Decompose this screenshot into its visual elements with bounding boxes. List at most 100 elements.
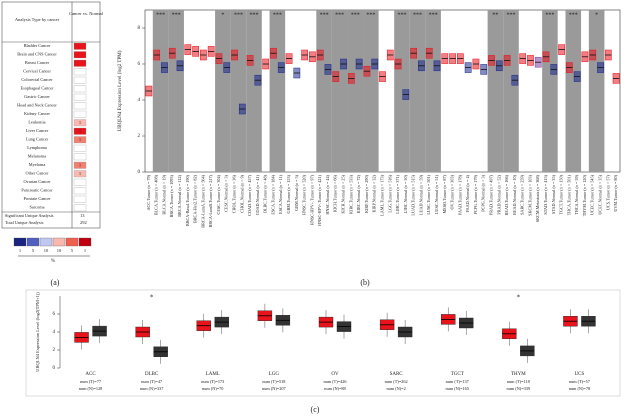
legend-label: 1 [84, 248, 86, 253]
header-cell: Analysis Type by cancer [15, 17, 60, 22]
n-label: num (T)=57 [569, 379, 591, 384]
pair-shade [215, 10, 231, 172]
n-label: num (N)=78 [569, 386, 590, 391]
x-tick-label: PRAD.Tumor (n = 497) [488, 174, 493, 215]
x-tick-label: KIRP.Normal (n = 32) [372, 174, 377, 212]
x-tick-label: BRCA-LumB.Tumor (n = 217) [208, 174, 213, 227]
x-tick-label: LAML [206, 372, 220, 377]
cell [73, 187, 87, 195]
row-label: Gastric Cancer [24, 94, 50, 99]
x-tick-label: LUSC.Normal (n = 51) [434, 174, 439, 214]
pair-shade [394, 10, 410, 172]
x-tick-label: MESO.Tumor (n = 87) [442, 174, 447, 213]
significance: ** [492, 12, 498, 18]
cell [73, 93, 87, 101]
row-label: Myeloma [29, 162, 46, 167]
x-tick-label: ESCA.Tumor (n = 184) [270, 174, 275, 214]
row-label: Cervical Cancer [23, 69, 51, 74]
pair-shade [542, 10, 558, 172]
x-tick-label: UVM.Tumor (n = 80) [613, 174, 618, 211]
x-tick-label: TGCT [451, 372, 464, 377]
panel-label: (c) [311, 405, 320, 414]
significance: *** [250, 12, 259, 18]
x-tick-label: HNSC-HPV-.Tumor (n = 421) [317, 174, 322, 226]
significance: *** [545, 12, 554, 18]
pair-shade [316, 10, 332, 172]
pair-shade [503, 10, 519, 172]
legend-swatch [52, 237, 66, 247]
pair-shade [588, 10, 605, 172]
row-label: Esophageal Cancer [20, 86, 54, 91]
significance: *** [366, 12, 375, 18]
pair-shade [409, 10, 426, 172]
cell-value: 1 [79, 137, 81, 142]
pair-shade [425, 10, 441, 172]
row-label: Melanoma [28, 154, 46, 159]
y-tick-label: 2 [53, 348, 56, 353]
x-tick-label: KICH.Normal (n = 25) [341, 174, 346, 213]
x-tick-label: GBM.Tumor (n = 153) [286, 174, 291, 213]
cell [73, 136, 87, 144]
x-tick-label: THCA.Tumor (n = 501) [566, 174, 571, 215]
x-tick-label: CESC.Tumor (n = 304) [216, 174, 221, 214]
row-label: Sarcoma [29, 205, 44, 210]
n-label: num (N)=88 [324, 386, 345, 391]
x-tick-label: LIHC.Normal (n = 50) [403, 174, 408, 213]
x-tick-label: DLBC.Tumor (n = 48) [263, 174, 268, 213]
x-tick-label: PAAD.Tumor (n = 178) [457, 174, 462, 215]
x-tick-label: PCPG.Tumor (n = 179) [473, 174, 478, 214]
x-tick-label: UCS.Tumor (n = 57) [605, 174, 610, 210]
x-tick-label: HNSC.Normal (n = 44) [325, 174, 330, 214]
cell [73, 195, 87, 203]
legend-label: 1 [19, 248, 21, 253]
x-tick-label: SKCM.Metastasis (n = 368) [535, 174, 540, 222]
x-tick-label: PCPG.Normal (n = 3) [481, 174, 486, 211]
cell [73, 178, 87, 186]
n-label: num (T)=77 [80, 379, 102, 384]
row-label: Pancreatic Cancer [21, 188, 53, 193]
y-tick-label: 8 [138, 26, 141, 31]
pair-shade [363, 10, 379, 172]
row-label: Prostate Cancer [23, 196, 51, 201]
row-label: Bladder Cancer [24, 43, 51, 48]
x-tick-label: LGG.Tumor (n = 516) [387, 174, 392, 212]
x-tick-label: CESC.Normal (n = 3) [224, 174, 229, 211]
x-tick-label: STAD.Tumor (n = 415) [543, 174, 548, 214]
x-tick-label: LUAD.Tumor (n = 515) [411, 174, 416, 215]
pair-shade [487, 10, 504, 172]
row-label: Lung Cancer [26, 137, 49, 142]
n-label: num (T)=426 [323, 379, 347, 384]
pair-shade [347, 10, 364, 172]
cell [73, 51, 87, 59]
header-cell: Cancer vs. Normal [69, 11, 104, 16]
cell [73, 68, 87, 76]
significance: * [517, 294, 521, 302]
x-tick-label: COAD.Tumor (n = 457) [247, 174, 252, 215]
y-tick-label: 6 [138, 62, 141, 67]
pair-shade [565, 10, 582, 172]
x-tick-label: COAD.Normal (n = 41) [255, 174, 260, 215]
x-tick-label: BRCA-LumA.Tumor (n = 564) [200, 174, 205, 227]
x-tick-label: CHOL.Tumor (n = 36) [232, 174, 237, 213]
x-tick-label: HNSC.Tumor (n = 520) [302, 174, 307, 215]
row-label: Breast Cancer [25, 60, 50, 65]
pair-shade [230, 10, 247, 172]
x-tick-label: LGG [269, 372, 280, 377]
x-tick-label: ACC [85, 372, 96, 377]
n-label: num (T)=262 [385, 379, 408, 384]
footer-value: 13 [80, 213, 85, 218]
significance: *** [413, 12, 422, 18]
n-label: num (N)=207 [262, 386, 286, 391]
plot-frame [25, 289, 621, 397]
pair-shade [152, 10, 169, 172]
cell [73, 102, 87, 110]
significance: *** [320, 12, 329, 18]
legend-label: 10 [57, 248, 62, 253]
legend-label: 5 [32, 248, 35, 253]
row-label: Liver Cancer [26, 128, 49, 133]
significance: *** [172, 12, 181, 18]
x-tick-label: BRCA.Tumor (n = 1093) [169, 174, 174, 217]
x-tick-label: BRCA-Her2.Tumor (n = 82) [193, 174, 198, 223]
row-label: Kidney Cancer [24, 111, 50, 116]
cell [73, 59, 87, 67]
